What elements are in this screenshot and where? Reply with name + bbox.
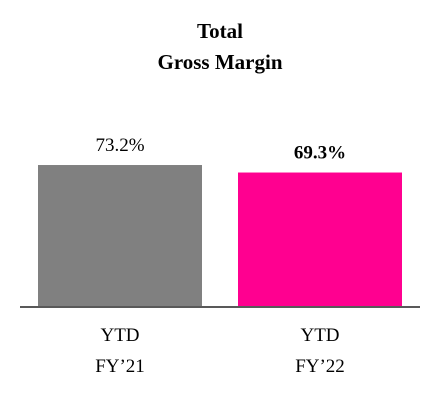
bar — [38, 165, 202, 306]
x-tick-label: YTD FY’22 — [295, 325, 345, 377]
bar — [238, 172, 402, 306]
x-tick-label: YTD FY’21 — [95, 325, 145, 377]
chart-title: Total Gross Margin — [157, 19, 282, 74]
value-label: 69.3% — [294, 143, 346, 164]
value-label: 73.2% — [95, 135, 144, 156]
